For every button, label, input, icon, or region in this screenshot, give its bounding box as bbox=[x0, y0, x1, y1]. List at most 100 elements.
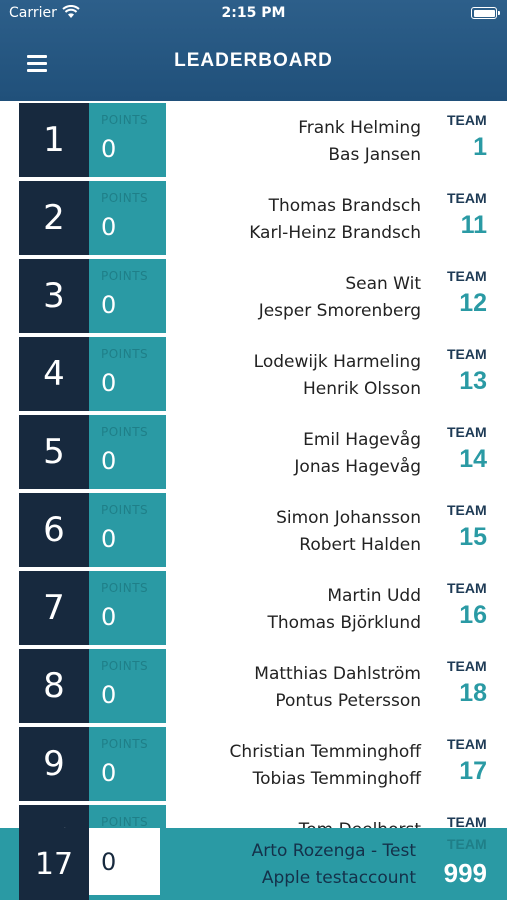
team-number: 18 bbox=[459, 679, 487, 707]
team-label: TEAM bbox=[447, 424, 487, 440]
points-label: POINTS bbox=[101, 113, 149, 127]
leaderboard-list[interactable]: 1 POINTS 0 Frank Helming Bas Jansen TEAM 1 2 POI… bbox=[0, 101, 507, 828]
rank-number: 8 bbox=[19, 649, 89, 723]
points-label: POINTS bbox=[101, 737, 149, 751]
current-user-player1: Arto Rozenga - Test bbox=[251, 841, 416, 861]
current-user-team-label: TEAM bbox=[447, 836, 487, 852]
points-label: POINTS bbox=[101, 347, 149, 361]
team-label: TEAM bbox=[447, 268, 487, 284]
team-players: Frank Helming Bas Jansen bbox=[298, 115, 421, 169]
leaderboard-row[interactable]: 1 POINTS 0 Frank Helming Bas Jansen TEAM 1 bbox=[0, 101, 507, 177]
team-number: 11 bbox=[460, 211, 487, 239]
points-label: POINTS bbox=[101, 815, 149, 828]
points-value: 0 bbox=[101, 291, 117, 319]
wifi-icon bbox=[62, 5, 80, 18]
player-1-name: Martin Udd bbox=[327, 586, 421, 606]
rank-number: 5 bbox=[19, 415, 89, 489]
team-players: Christian Temminghoff Tobias Temminghoff bbox=[230, 739, 421, 793]
team-label: TEAM bbox=[447, 814, 487, 828]
points-box: POINTS 0 bbox=[89, 259, 166, 333]
points-box: POINTS bbox=[89, 805, 166, 828]
status-bar: Carrier 2:15 PM bbox=[0, 0, 507, 30]
points-box: POINTS 0 bbox=[89, 649, 166, 723]
team-label: TEAM bbox=[447, 346, 487, 362]
player-1-name: Tom Deelhorst bbox=[299, 817, 421, 828]
leaderboard-row[interactable]: 7 POINTS 0 Martin Udd Thomas Björklund TEAM 16 bbox=[0, 569, 507, 645]
points-label: POINTS bbox=[101, 503, 149, 517]
rank-number: 9 bbox=[19, 727, 89, 801]
points-box: POINTS 0 bbox=[89, 727, 166, 801]
player-2-name: Pontus Petersson bbox=[275, 691, 421, 711]
player-2-name: Jonas Hagevåg bbox=[294, 457, 421, 477]
rank-number: 2 bbox=[19, 181, 89, 255]
points-value: 0 bbox=[101, 369, 117, 397]
points-value: 0 bbox=[101, 603, 117, 631]
points-box: POINTS 0 bbox=[89, 493, 166, 567]
team-number: 15 bbox=[459, 523, 487, 551]
status-time: 2:15 PM bbox=[221, 5, 286, 21]
player-1-name: Sean Wit bbox=[345, 274, 421, 294]
player-1-name: Frank Helming bbox=[298, 118, 421, 138]
current-user-team-number: 999 bbox=[443, 858, 487, 888]
points-label: POINTS bbox=[101, 581, 149, 595]
leaderboard-row[interactable]: 5 POINTS 0 Emil Hagevåg Jonas Hagevåg TEAM 14 bbox=[0, 413, 507, 489]
leaderboard-row[interactable]: 10 POINTS Tom Deelhorst TEAM bbox=[0, 803, 507, 828]
team-label: TEAM bbox=[447, 502, 487, 518]
rank-number: 6 bbox=[19, 493, 89, 567]
team-label: TEAM bbox=[447, 736, 487, 752]
current-user-names: Arto Rozenga - Test Apple testaccount bbox=[252, 838, 416, 892]
points-box: POINTS 0 bbox=[89, 571, 166, 645]
rank-number: 3 bbox=[19, 259, 89, 333]
leaderboard-row[interactable]: 3 POINTS 0 Sean Wit Jesper Smorenberg TEAM 12 bbox=[0, 257, 507, 333]
team-number: 13 bbox=[459, 367, 487, 395]
carrier-label: Carrier bbox=[9, 5, 57, 21]
player-2-name: Henrik Olsson bbox=[303, 379, 421, 399]
team-players: Sean Wit Jesper Smorenberg bbox=[259, 271, 421, 325]
rank-number: 10 bbox=[19, 805, 89, 828]
leaderboard-row[interactable]: 9 POINTS 0 Christian Temminghoff Tobias Temm… bbox=[0, 725, 507, 801]
battery-icon bbox=[471, 7, 500, 19]
team-players: Matthias Dahlström Pontus Petersson bbox=[254, 661, 421, 715]
player-1-name: Christian Temminghoff bbox=[229, 742, 421, 762]
team-label: TEAM bbox=[447, 190, 487, 206]
player-2-name: Thomas Björklund bbox=[267, 613, 421, 633]
current-user-row: 17 0 Arto Rozenga - Test Apple testaccou… bbox=[0, 828, 507, 900]
team-players: Simon Johansson Robert Halden bbox=[276, 505, 421, 559]
points-value: 0 bbox=[101, 681, 117, 709]
points-label: POINTS bbox=[101, 191, 149, 205]
team-players: Emil Hagevåg Jonas Hagevåg bbox=[294, 427, 421, 481]
team-number: 12 bbox=[459, 289, 487, 317]
leaderboard-row[interactable]: 6 POINTS 0 Simon Johansson Robert Halden TEAM… bbox=[0, 491, 507, 567]
rank-number: 7 bbox=[19, 571, 89, 645]
player-1-name: Emil Hagevåg bbox=[303, 430, 421, 450]
team-players: Tom Deelhorst bbox=[299, 817, 421, 828]
points-box: POINTS 0 bbox=[89, 103, 166, 177]
team-number: 17 bbox=[459, 757, 487, 785]
player-1-name: Simon Johansson bbox=[276, 508, 421, 528]
hamburger-menu-icon[interactable] bbox=[27, 55, 47, 72]
team-players: Thomas Brandsch Karl-Heinz Brandsch bbox=[249, 193, 421, 247]
leaderboard-row[interactable]: 4 POINTS 0 Lodewijk Harmeling Henrik Olsson T… bbox=[0, 335, 507, 411]
player-2-name: Robert Halden bbox=[299, 535, 421, 555]
team-number: 14 bbox=[459, 445, 487, 473]
app-header: Carrier 2:15 PM LEADERBOARD bbox=[0, 0, 507, 101]
points-value: 0 bbox=[101, 447, 117, 475]
rank-number: 1 bbox=[19, 103, 89, 177]
page-title: LEADERBOARD bbox=[174, 50, 333, 71]
current-user-rank: 17 bbox=[19, 828, 89, 900]
points-value: 0 bbox=[101, 759, 117, 787]
player-2-name: Jesper Smorenberg bbox=[258, 301, 421, 321]
player-2-name: Bas Jansen bbox=[328, 145, 421, 165]
player-2-name: Tobias Temminghoff bbox=[252, 769, 421, 789]
current-user-player2: Apple testaccount bbox=[261, 868, 416, 888]
player-2-name: Karl-Heinz Brandsch bbox=[249, 223, 421, 243]
points-box: POINTS 0 bbox=[89, 415, 166, 489]
points-label: POINTS bbox=[101, 269, 149, 283]
team-number: 16 bbox=[459, 601, 487, 629]
points-value: 0 bbox=[101, 135, 117, 163]
leaderboard-row[interactable]: 8 POINTS 0 Matthias Dahlström Pontus Peterss… bbox=[0, 647, 507, 723]
leaderboard-row[interactable]: 2 POINTS 0 Thomas Brandsch Karl-Heinz Brands… bbox=[0, 179, 507, 255]
team-players: Martin Udd Thomas Björklund bbox=[268, 583, 421, 637]
points-box: POINTS 0 bbox=[89, 181, 166, 255]
points-label: POINTS bbox=[101, 659, 149, 673]
